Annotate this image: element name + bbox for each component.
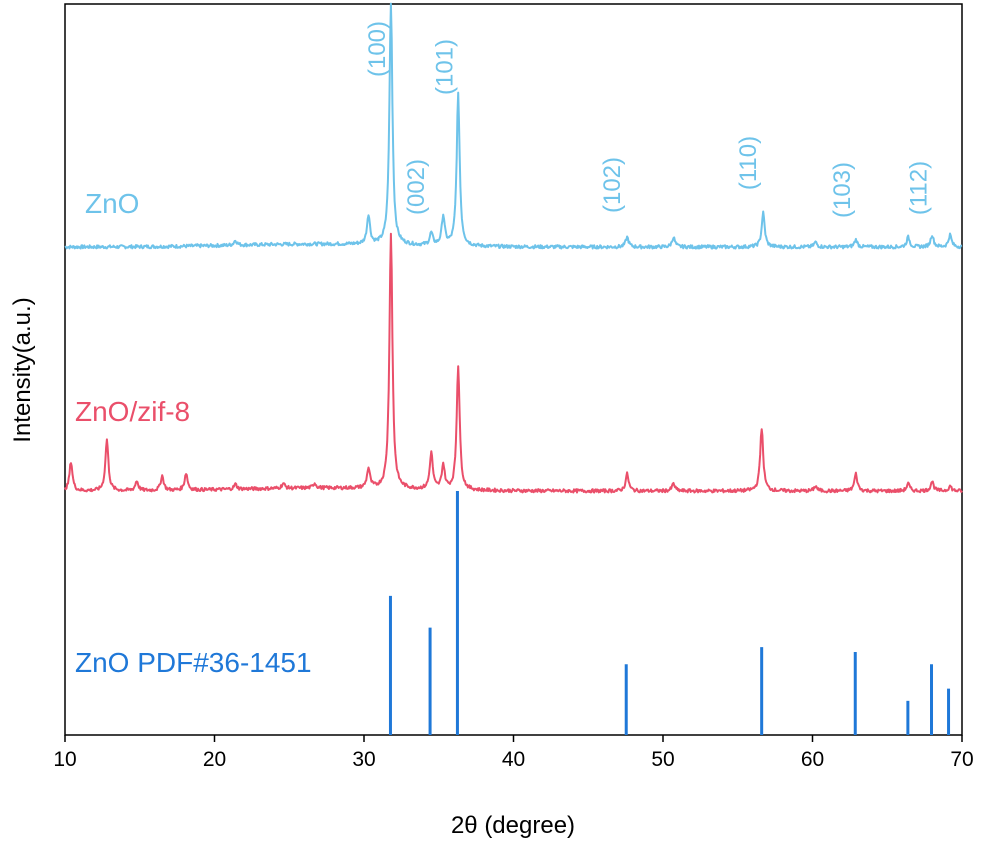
x-tick-label: 70 (950, 748, 973, 771)
peak-annotation: (110) (735, 136, 762, 190)
x-tick-label: 20 (203, 748, 226, 771)
peak-annotation: (100) (364, 21, 391, 77)
peak-annotation: (102) (599, 157, 626, 213)
series-label-0: ZnO (85, 188, 139, 219)
peak-annotation: (101) (432, 39, 459, 95)
series-labels: ZnO ZnO/zif-8 ZnO PDF#36-1451 (75, 188, 312, 678)
series-line-0 (64, 2, 963, 250)
x-tick-label: 40 (502, 748, 525, 771)
x-tick-label: 10 (53, 748, 76, 771)
x-axis-ticks: 10 20 30 40 50 60 70 (53, 735, 974, 771)
series-layer (64, 2, 963, 735)
peak-annotation: (103) (829, 162, 856, 218)
series-label-1: ZnO/zif-8 (75, 396, 190, 427)
peak-annotation: (002) (403, 159, 430, 215)
x-axis-title: 2θ (degree) (451, 812, 575, 839)
x-tick-label: 50 (651, 748, 674, 771)
peak-annotations: (100) (002) (101) (102) (110) (103) (112) (364, 21, 932, 218)
series-label-2: ZnO PDF#36-1451 (75, 647, 312, 678)
peak-annotation: (112) (905, 161, 932, 215)
series-line-1 (64, 232, 963, 494)
x-tick-label: 60 (801, 748, 824, 771)
y-axis-title: Intensity(a.u.) (9, 297, 36, 442)
x-tick-label: 30 (352, 748, 375, 771)
plot-frame (64, 3, 963, 736)
